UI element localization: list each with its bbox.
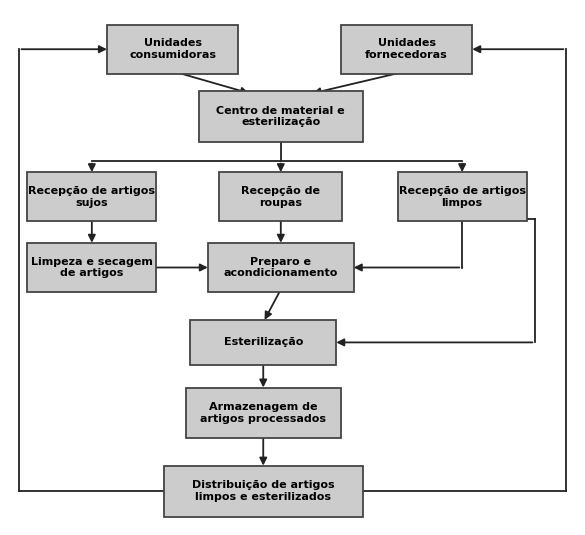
Text: Distribuição de artigos
limpos e esterilizados: Distribuição de artigos limpos e esteril… — [192, 480, 335, 502]
Text: Armazenagem de
artigos processados: Armazenagem de artigos processados — [200, 402, 326, 424]
Text: Preparo e
acondicionamento: Preparo e acondicionamento — [223, 257, 338, 278]
FancyBboxPatch shape — [27, 243, 156, 292]
FancyBboxPatch shape — [27, 172, 156, 221]
FancyBboxPatch shape — [398, 172, 526, 221]
FancyBboxPatch shape — [199, 91, 363, 142]
Text: Unidades
consumidoras: Unidades consumidoras — [129, 39, 216, 60]
Text: Esterilização: Esterilização — [223, 338, 303, 347]
FancyBboxPatch shape — [186, 387, 340, 439]
Text: Limpeza e secagem
de artigos: Limpeza e secagem de artigos — [31, 257, 153, 278]
Text: Recepção de
roupas: Recepção de roupas — [241, 186, 321, 208]
Text: Unidades
fornecedoras: Unidades fornecedoras — [365, 39, 448, 60]
FancyBboxPatch shape — [164, 465, 363, 517]
Text: Recepção de artigos
limpos: Recepção de artigos limpos — [398, 186, 526, 208]
FancyBboxPatch shape — [208, 243, 354, 292]
FancyBboxPatch shape — [340, 25, 472, 74]
FancyBboxPatch shape — [106, 25, 239, 74]
Text: Centro de material e
esterilização: Centro de material e esterilização — [216, 106, 345, 127]
Text: Recepção de artigos
sujos: Recepção de artigos sujos — [28, 186, 156, 208]
FancyBboxPatch shape — [219, 172, 342, 221]
FancyBboxPatch shape — [190, 320, 336, 365]
